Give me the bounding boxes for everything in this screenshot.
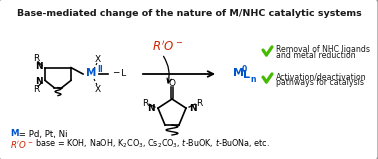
- Text: L: L: [243, 70, 250, 80]
- Text: n: n: [250, 75, 256, 83]
- Text: $R'O^-$: $R'O^-$: [152, 40, 184, 54]
- Text: = Pd, Pt, Ni: = Pd, Pt, Ni: [16, 129, 68, 138]
- Text: M: M: [86, 68, 96, 78]
- Text: O: O: [169, 79, 175, 87]
- Text: X: X: [95, 84, 101, 93]
- Text: ─ L: ─ L: [113, 69, 126, 79]
- Text: M: M: [10, 129, 19, 138]
- Text: R: R: [196, 99, 202, 108]
- Text: X: X: [95, 55, 101, 63]
- Text: R: R: [142, 99, 148, 108]
- Text: R: R: [33, 54, 39, 63]
- Text: N: N: [189, 104, 197, 113]
- Text: N: N: [36, 77, 43, 86]
- Text: Activation/deactivation: Activation/deactivation: [276, 72, 367, 81]
- Text: pathways for catalysis: pathways for catalysis: [276, 78, 364, 87]
- Text: N: N: [36, 62, 43, 71]
- Text: 0: 0: [242, 65, 247, 73]
- Text: base = KOH, NaOH, K$_2$CO$_3$, Cs$_2$CO$_3$, $t$-BuOK, $t$-BuONa, etc.: base = KOH, NaOH, K$_2$CO$_3$, Cs$_2$CO$…: [33, 138, 270, 150]
- Text: Base-mediated change of the nature of M/NHC catalytic systems: Base-mediated change of the nature of M/…: [17, 9, 361, 18]
- Text: M: M: [233, 68, 244, 78]
- Text: R: R: [33, 85, 39, 94]
- Text: $R'O^-$: $R'O^-$: [10, 138, 34, 149]
- Text: and metal reduction: and metal reduction: [276, 51, 356, 60]
- Text: N: N: [147, 104, 155, 113]
- Text: Removal of NHC ligands: Removal of NHC ligands: [276, 45, 370, 54]
- Text: II: II: [97, 65, 103, 73]
